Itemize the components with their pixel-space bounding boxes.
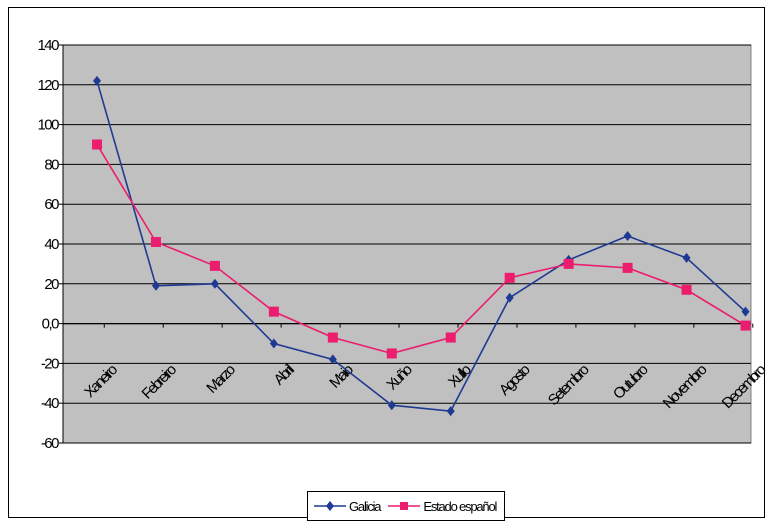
y-tick-label: -20 bbox=[41, 355, 59, 372]
series-line-estado bbox=[96, 144, 746, 355]
data-point-estado bbox=[504, 272, 515, 283]
data-point-estado bbox=[268, 306, 279, 317]
y-tick-label: -60 bbox=[41, 435, 59, 452]
legend: Galicia Estado español bbox=[307, 491, 506, 521]
data-point-galicia bbox=[151, 280, 160, 291]
data-point-galicia bbox=[446, 406, 455, 417]
series-layer bbox=[92, 75, 751, 417]
data-point-estado bbox=[681, 284, 692, 295]
legend-label-estado: Estado español bbox=[423, 498, 497, 514]
y-tick-label: 0,0 bbox=[42, 316, 60, 333]
data-point-estado bbox=[563, 258, 574, 269]
data-point-galicia bbox=[328, 354, 337, 365]
y-tick-label: 80 bbox=[44, 156, 59, 173]
data-point-galicia bbox=[269, 338, 278, 349]
y-tick-label: 60 bbox=[44, 196, 59, 213]
data-point-galicia bbox=[682, 252, 691, 263]
legend-item-galicia: Galicia bbox=[314, 498, 382, 514]
y-tick-label: 20 bbox=[44, 276, 59, 293]
series-line-galicia bbox=[96, 80, 747, 413]
data-point-galicia bbox=[741, 306, 750, 317]
data-point-estado bbox=[386, 348, 397, 359]
gridlines bbox=[63, 44, 751, 444]
legend-swatch-estado bbox=[388, 502, 421, 510]
y-tick-label: 120 bbox=[37, 77, 59, 94]
legend-swatch-galicia bbox=[314, 501, 346, 511]
data-point-galicia bbox=[505, 292, 514, 303]
data-point-galicia bbox=[93, 75, 101, 86]
data-point-galicia bbox=[210, 278, 219, 289]
y-axis-ticks: 140 120 100 80 60 40 20 0,0 -20 -40 -60 bbox=[37, 37, 64, 452]
data-point-galicia bbox=[387, 400, 396, 411]
data-point-estado bbox=[92, 139, 102, 150]
data-point-estado bbox=[740, 320, 751, 331]
y-tick-label: 100 bbox=[37, 117, 59, 134]
chart-frame: 140 120 100 80 60 40 20 0,0 -20 -40 -60 Xaneiro Feb… bbox=[8, 7, 766, 521]
data-point-estado bbox=[209, 260, 220, 271]
legend-label-galicia: Galicia bbox=[349, 498, 382, 514]
data-point-estado bbox=[327, 332, 338, 343]
y-tick-label: -40 bbox=[41, 395, 59, 412]
y-tick-label: 40 bbox=[44, 236, 59, 253]
legend-item-estado: Estado español bbox=[388, 498, 497, 514]
data-point-estado bbox=[150, 237, 161, 248]
data-point-estado bbox=[622, 262, 633, 273]
data-point-estado bbox=[445, 332, 456, 343]
data-point-galicia bbox=[623, 231, 632, 242]
y-tick-label: 140 bbox=[37, 37, 59, 54]
